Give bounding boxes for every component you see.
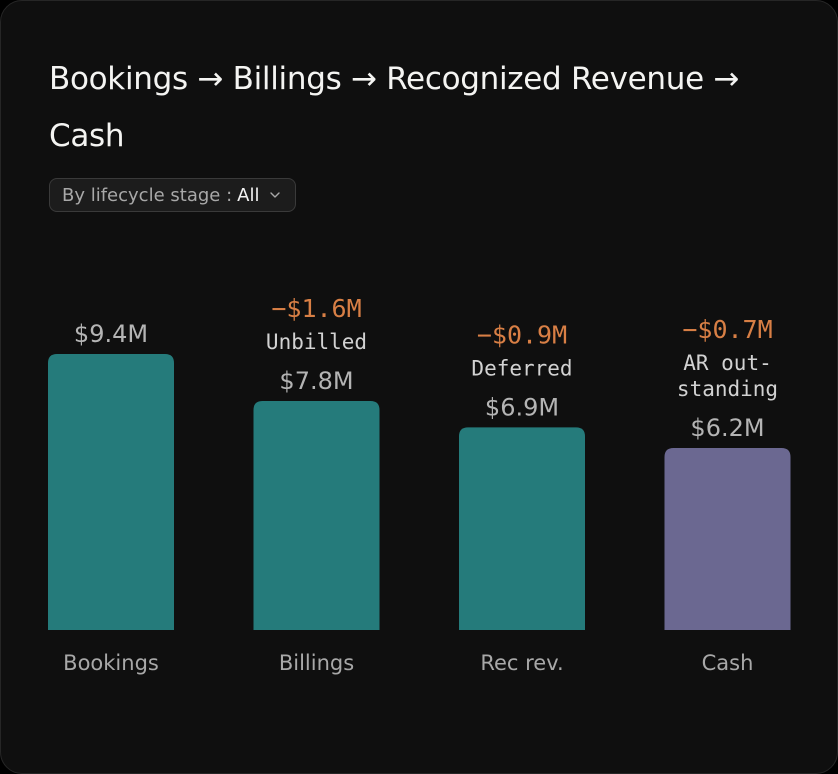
delta-label-2: −$0.9M <box>477 320 567 349</box>
bar-1 <box>253 400 380 630</box>
note-label-1-0: Unbilled <box>266 330 367 354</box>
bar-2 <box>459 427 585 630</box>
lifecycle-stage-filter[interactable]: By lifecycle stage : All <box>49 178 297 212</box>
chart-title: Bookings → Billings → Recognized Revenue… <box>49 61 740 154</box>
delta-label-1: −$1.6M <box>271 294 361 323</box>
value-label-1: $7.8M <box>279 367 353 395</box>
category-label-3: Cash <box>702 651 754 675</box>
value-label-0: $9.4M <box>74 320 148 348</box>
category-label-0: Bookings <box>63 651 159 675</box>
filter-label: By lifecycle stage : <box>62 184 233 206</box>
category-label-2: Rec rev. <box>480 651 563 675</box>
chevron-down-icon <box>270 192 281 198</box>
note-label-3-0: AR out- <box>683 351 772 375</box>
filter-value: All <box>237 184 260 206</box>
note-label-2-0: Deferred <box>471 356 572 380</box>
delta-label-3: −$0.7M <box>682 315 772 344</box>
bar-3 <box>664 447 791 630</box>
value-label-2: $6.9M <box>485 393 559 421</box>
note-label-3-1: standing <box>677 377 778 401</box>
bar-0 <box>48 354 174 630</box>
value-label-3: $6.2M <box>690 414 764 442</box>
category-label-1: Billings <box>279 651 354 675</box>
